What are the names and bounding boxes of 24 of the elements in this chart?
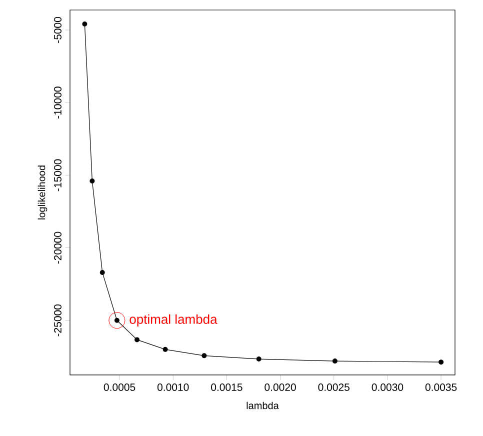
x-tick-label: 0.0005 (104, 384, 136, 391)
y-tick-label: -5000 (54, 16, 62, 43)
y-tick-label: -25000 (54, 304, 62, 336)
annotation: optimal lambda (130, 314, 218, 326)
x-tick-label: 0.0015 (211, 384, 242, 391)
point (90, 178, 95, 184)
x-tick-label: 0.0030 (372, 384, 404, 391)
point (100, 270, 105, 275)
y-tick-label: -20000 (54, 232, 62, 264)
point (134, 337, 140, 342)
y-tick-label: -10000 (54, 86, 62, 118)
x-tick-label: 0.0020 (264, 384, 296, 391)
x-axis-title: lambda (246, 402, 279, 410)
x-tick-label: 0.0010 (157, 384, 189, 391)
point (438, 360, 444, 365)
point (202, 353, 207, 358)
y-axis-title: loglikelihood (38, 166, 48, 220)
x-tick-label: 0.0035 (425, 384, 457, 391)
point (332, 358, 338, 364)
point (82, 22, 88, 27)
y-tick-label: -15000 (54, 159, 62, 192)
x-tick-label: 0.0025 (318, 384, 350, 391)
point (162, 346, 168, 352)
point (256, 356, 262, 362)
